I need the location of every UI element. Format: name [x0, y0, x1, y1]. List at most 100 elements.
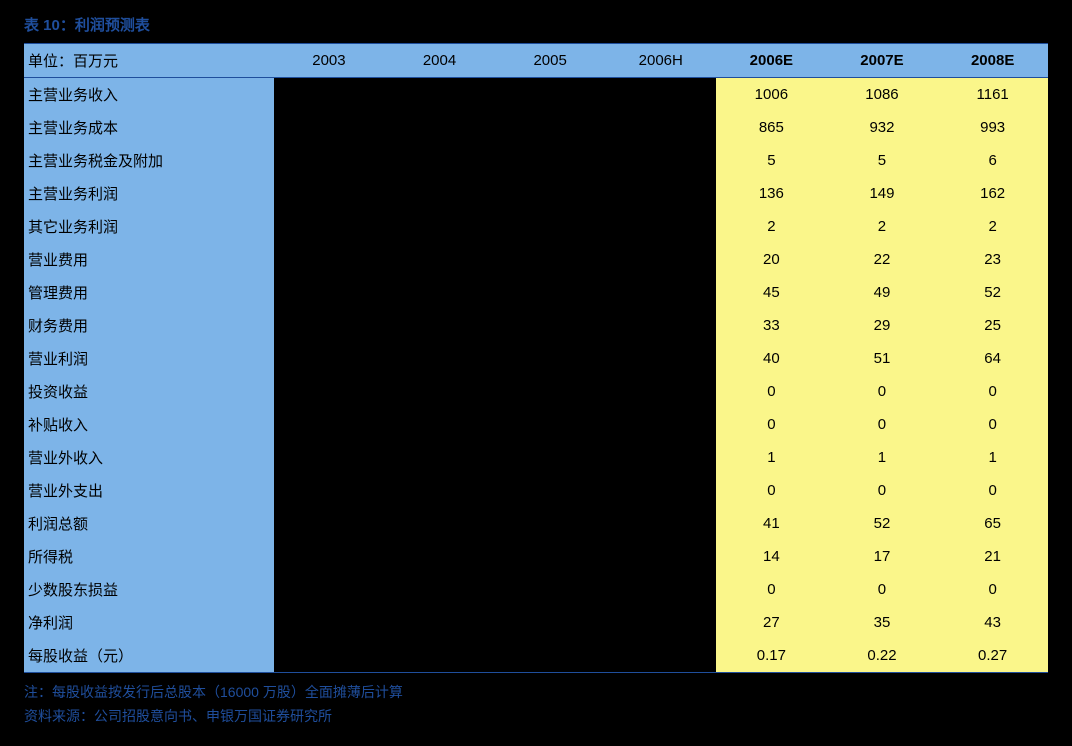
- cell-historical: [495, 342, 606, 375]
- cell-forecast: 0: [716, 408, 827, 441]
- cell-forecast: 35: [827, 606, 938, 639]
- cell-historical: [605, 375, 716, 408]
- cell-historical: [274, 408, 385, 441]
- cell-forecast: 51: [827, 342, 938, 375]
- cell-forecast: 14: [716, 540, 827, 573]
- cell-historical: [384, 639, 495, 673]
- cell-historical: [605, 441, 716, 474]
- cell-historical: [384, 342, 495, 375]
- cell-historical: [605, 507, 716, 540]
- table-row: 营业外支出000: [24, 474, 1048, 507]
- header-year-2006H: 2006H: [605, 44, 716, 78]
- cell-historical: [274, 540, 385, 573]
- cell-historical: [274, 474, 385, 507]
- cell-historical: [495, 276, 606, 309]
- row-label: 主营业务成本: [24, 111, 274, 144]
- cell-historical: [384, 210, 495, 243]
- cell-historical: [495, 309, 606, 342]
- cell-forecast: 17: [827, 540, 938, 573]
- cell-forecast: 33: [716, 309, 827, 342]
- header-year-2007E: 2007E: [827, 44, 938, 78]
- row-label: 营业费用: [24, 243, 274, 276]
- row-label: 所得税: [24, 540, 274, 573]
- cell-forecast: 0.22: [827, 639, 938, 673]
- cell-historical: [495, 177, 606, 210]
- header-year-2006E: 2006E: [716, 44, 827, 78]
- row-label: 投资收益: [24, 375, 274, 408]
- table-row: 主营业务收入100610861161: [24, 78, 1048, 112]
- cell-forecast: 23: [937, 243, 1048, 276]
- cell-historical: [384, 276, 495, 309]
- cell-forecast: 2: [827, 210, 938, 243]
- cell-forecast: 0: [716, 474, 827, 507]
- table-row: 主营业务成本 865932993: [24, 111, 1048, 144]
- cell-forecast: 5: [716, 144, 827, 177]
- cell-forecast: 0: [937, 474, 1048, 507]
- cell-forecast: 6: [937, 144, 1048, 177]
- cell-historical: [384, 309, 495, 342]
- cell-historical: [605, 309, 716, 342]
- cell-forecast: 0: [937, 573, 1048, 606]
- cell-historical: [274, 441, 385, 474]
- cell-forecast: 27: [716, 606, 827, 639]
- cell-forecast: 25: [937, 309, 1048, 342]
- cell-historical: [274, 177, 385, 210]
- header-year-2003: 2003: [274, 44, 385, 78]
- cell-historical: [605, 408, 716, 441]
- cell-historical: [605, 639, 716, 673]
- row-label: 营业外收入: [24, 441, 274, 474]
- row-label: 营业利润: [24, 342, 274, 375]
- header-year-2008E: 2008E: [937, 44, 1048, 78]
- table-row: 营业外收入111: [24, 441, 1048, 474]
- cell-forecast: 2: [937, 210, 1048, 243]
- table-row: 利润总额415265: [24, 507, 1048, 540]
- cell-historical: [274, 507, 385, 540]
- row-label: 主营业务利润: [24, 177, 274, 210]
- cell-historical: [605, 573, 716, 606]
- cell-historical: [384, 144, 495, 177]
- cell-forecast: 0.17: [716, 639, 827, 673]
- cell-forecast: 52: [827, 507, 938, 540]
- cell-forecast: 1086: [827, 78, 938, 112]
- footnote-line-2: 资料来源：公司招股意向书、申银万国证券研究所: [24, 705, 1048, 729]
- table-row: 投资收益000: [24, 375, 1048, 408]
- footnote-line-1: 注：每股收益按发行后总股本（16000 万股）全面摊薄后计算: [24, 681, 1048, 705]
- row-label: 利润总额: [24, 507, 274, 540]
- cell-forecast: 993: [937, 111, 1048, 144]
- cell-forecast: 932: [827, 111, 938, 144]
- cell-forecast: 49: [827, 276, 938, 309]
- cell-historical: [605, 474, 716, 507]
- cell-historical: [495, 441, 606, 474]
- cell-historical: [384, 474, 495, 507]
- cell-historical: [495, 210, 606, 243]
- table-body: 主营业务收入100610861161主营业务成本 865932993 主营业务税金及…: [24, 78, 1048, 673]
- cell-forecast: 0: [827, 375, 938, 408]
- cell-historical: [605, 144, 716, 177]
- cell-forecast: 0: [827, 408, 938, 441]
- row-label: 主营业务税金及附加: [24, 144, 274, 177]
- cell-historical: [495, 243, 606, 276]
- cell-forecast: 865: [716, 111, 827, 144]
- cell-forecast: 43: [937, 606, 1048, 639]
- profit-forecast-table: 单位：百万元2003200420052006H2006E2007E2008E 主…: [24, 43, 1048, 673]
- cell-historical: [384, 111, 495, 144]
- table-row: 净利润273543: [24, 606, 1048, 639]
- cell-forecast: 0.27: [937, 639, 1048, 673]
- table-row: 每股收益（元）0.170.220.27: [24, 639, 1048, 673]
- cell-historical: [605, 78, 716, 112]
- cell-historical: [384, 177, 495, 210]
- table-row: 补贴收入000: [24, 408, 1048, 441]
- cell-historical: [384, 78, 495, 112]
- cell-forecast: 52: [937, 276, 1048, 309]
- cell-historical: [605, 177, 716, 210]
- row-label: 其它业务利润: [24, 210, 274, 243]
- header-year-2005: 2005: [495, 44, 606, 78]
- table-row: 管理费用454952: [24, 276, 1048, 309]
- cell-forecast: 149: [827, 177, 938, 210]
- cell-historical: [274, 573, 385, 606]
- cell-historical: [495, 573, 606, 606]
- profit-forecast-table-container: 单位：百万元2003200420052006H2006E2007E2008E 主…: [24, 43, 1048, 673]
- cell-forecast: 0: [937, 375, 1048, 408]
- cell-historical: [495, 78, 606, 112]
- cell-historical: [495, 474, 606, 507]
